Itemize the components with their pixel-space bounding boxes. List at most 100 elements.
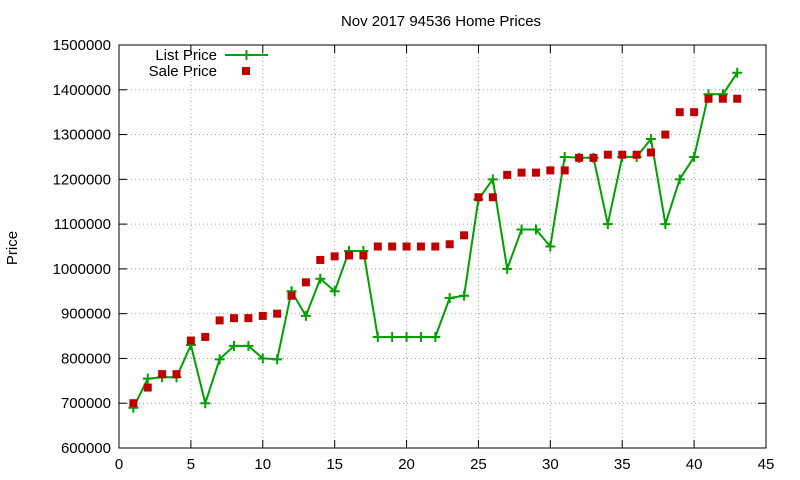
sale-price-point — [531, 168, 540, 177]
list-price-point — [444, 292, 455, 303]
sale-price-point — [646, 148, 655, 157]
sale-price-point — [258, 311, 267, 320]
labels: Nov 2017 94536 Home Prices Price — [4, 13, 541, 265]
list-price-point — [200, 398, 211, 409]
y-tick-label: 900000 — [61, 306, 111, 323]
list-price-point — [674, 174, 685, 185]
sale-price-point — [474, 193, 483, 202]
list-price-point — [559, 151, 570, 162]
list-price-point — [300, 310, 311, 321]
legend: List Price Sale Price — [149, 47, 268, 80]
sale-price-point — [603, 150, 612, 159]
y-tick-label: 1400000 — [53, 82, 111, 99]
chart-title: Nov 2017 94536 Home Prices — [341, 13, 541, 30]
sale-price-point — [244, 314, 253, 323]
y-tick-label: 700000 — [61, 395, 111, 412]
sale-price-point — [546, 166, 555, 175]
list-price-point — [487, 174, 498, 185]
sale-price-point — [345, 251, 354, 260]
legend-item-list-price: List Price — [155, 47, 268, 64]
legend-item-sale-price: Sale Price — [149, 63, 250, 80]
list-price-point — [660, 219, 671, 230]
y-tick-label: 1200000 — [53, 171, 111, 188]
sale-price-point — [575, 153, 584, 162]
x-tick-label: 15 — [326, 456, 343, 473]
sale-price-point — [129, 399, 138, 408]
sale-price-point — [273, 309, 282, 318]
x-tick-label: 45 — [758, 456, 775, 473]
list-price-point — [530, 224, 541, 235]
sale-price-point — [632, 150, 641, 159]
sale-price-point — [230, 314, 239, 323]
sale-price-point — [215, 316, 224, 325]
sale-price-point — [431, 242, 440, 251]
y-axis-label: Price — [4, 231, 21, 265]
list-price-point — [732, 67, 743, 78]
y-tick-label: 1300000 — [53, 127, 111, 144]
sale-price-point — [718, 94, 727, 103]
list-price-point — [430, 331, 441, 342]
sale-price-point — [287, 291, 296, 300]
sale-price-point — [359, 251, 368, 260]
list-price-point — [545, 241, 556, 252]
y-tick-label: 600000 — [61, 440, 111, 457]
list-price-point — [387, 331, 398, 342]
legend-swatch-list-price-marker — [241, 50, 252, 60]
list-price-point — [315, 273, 326, 284]
sale-price-point — [618, 150, 627, 159]
legend-swatch-sale-price-marker — [242, 67, 250, 75]
sale-price-point — [704, 94, 713, 103]
sale-price-point — [301, 278, 310, 287]
list-price-point — [645, 134, 656, 145]
x-tick-label: 30 — [542, 456, 559, 473]
sale-price-point — [201, 332, 210, 341]
sale-price-point — [388, 242, 397, 251]
list-price-point — [689, 151, 700, 162]
legend-label-list-price: List Price — [155, 47, 217, 64]
sale-price-point — [560, 166, 569, 175]
x-tick-label: 20 — [398, 456, 415, 473]
sale-price-point — [690, 108, 699, 117]
list-price-point — [372, 331, 383, 342]
sale-price-point — [186, 336, 195, 345]
plot-frame — [118, 44, 767, 449]
y-tick-label: 1000000 — [53, 261, 111, 278]
sale-price-point — [589, 153, 598, 162]
legend-label-sale-price: Sale Price — [149, 63, 217, 80]
sale-price-point — [517, 168, 526, 177]
sale-price-point — [416, 242, 425, 251]
sale-price-point — [330, 252, 339, 261]
x-tick-label: 10 — [254, 456, 271, 473]
sale-price-point — [503, 170, 512, 179]
list-price-point — [401, 331, 412, 342]
list-price-point — [229, 340, 240, 351]
list-price-point — [602, 219, 613, 230]
list-price-point — [272, 354, 283, 365]
sale-price-point — [172, 370, 181, 379]
y-tick-label: 1100000 — [54, 216, 111, 233]
sale-price-point — [460, 231, 469, 240]
sale-price-point — [143, 383, 152, 392]
list-price-point — [214, 354, 225, 365]
list-price-point — [459, 290, 470, 301]
list-price-point — [415, 331, 426, 342]
sale-price-point — [675, 108, 684, 117]
sale-price-point — [733, 94, 742, 103]
x-tick-label: 5 — [187, 456, 195, 473]
sale-price-point — [488, 193, 497, 202]
y-tick-label: 800000 — [61, 350, 111, 367]
sale-price-point — [158, 370, 167, 379]
list-price-point — [257, 353, 268, 364]
x-tick-label: 40 — [686, 456, 703, 473]
sale-price-point — [316, 255, 325, 264]
y-tick-label: 1500000 — [53, 37, 111, 54]
axes: 600000 700000 800000 900000 1000000 1100000 12… — [53, 37, 775, 473]
x-tick-label: 35 — [614, 456, 631, 473]
sale-price-point — [373, 242, 382, 251]
sale-price-point — [402, 242, 411, 251]
list-price-point — [243, 340, 254, 351]
list-price-point — [502, 263, 513, 274]
list-price-point — [329, 286, 340, 297]
